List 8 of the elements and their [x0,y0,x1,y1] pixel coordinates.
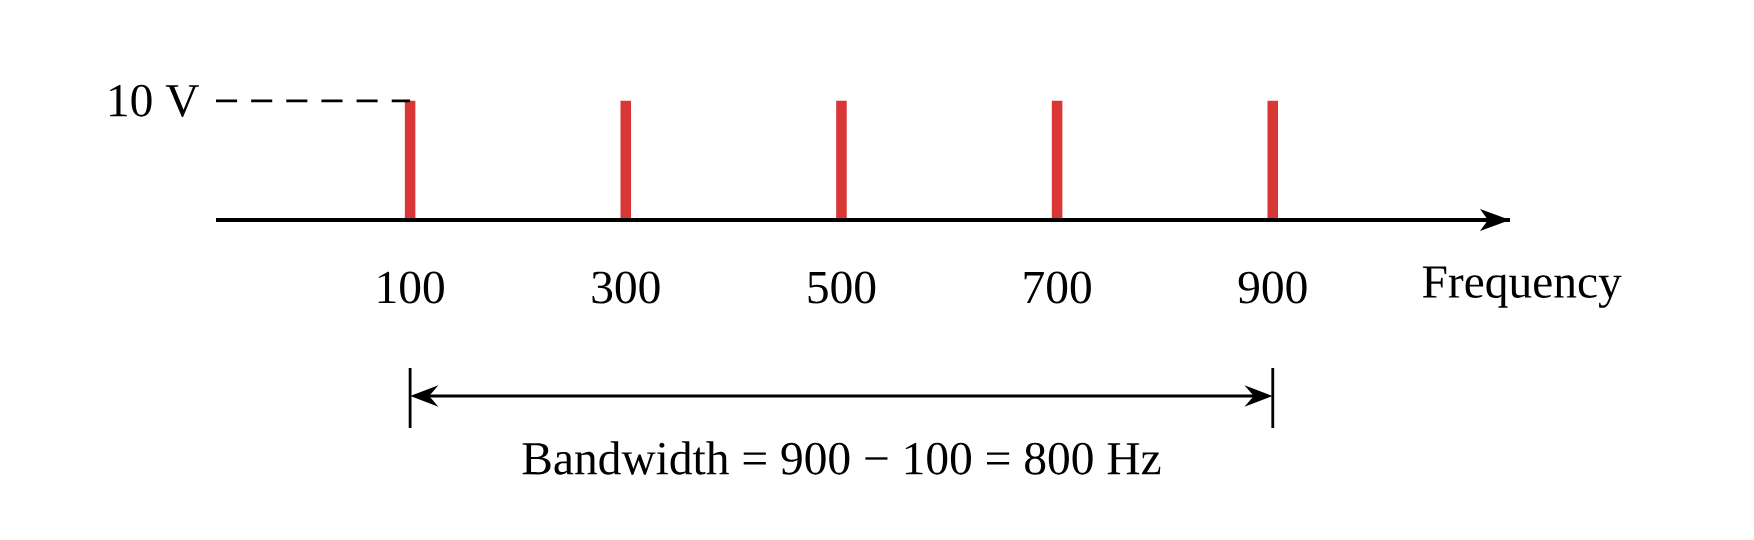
x-tick-label: 700 [1024,271,1091,304]
x-tick-label: 300 [592,271,660,304]
x-axis-title: Frequency [1422,266,1622,308]
x-tick-label: 500 [808,271,876,304]
text: Bandwidth = 900 − 100 = 800 Hz [522,441,1161,475]
x-tick-label: 900 [1238,271,1307,304]
x-tick-label: 100 [378,271,444,304]
text: 10 V [110,84,199,117]
